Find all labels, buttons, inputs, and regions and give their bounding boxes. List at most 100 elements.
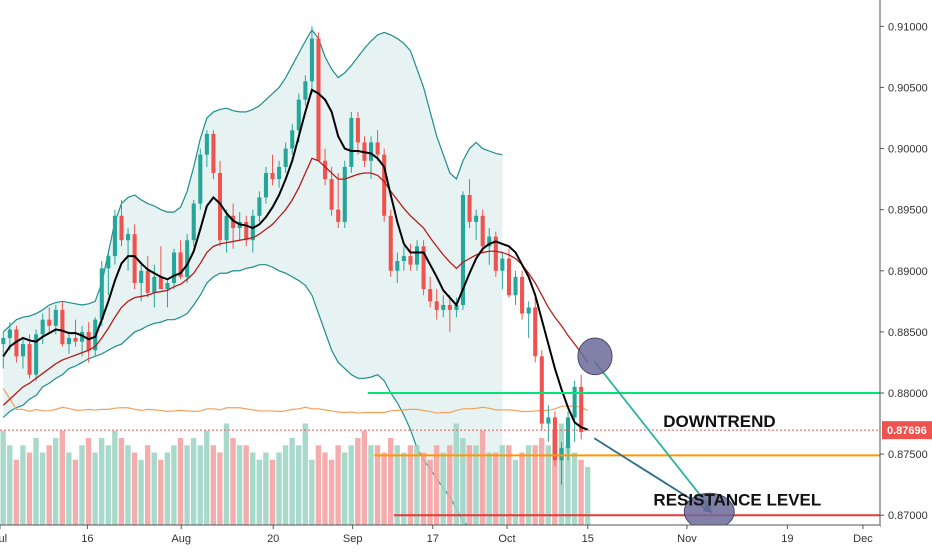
candle-body <box>283 148 288 167</box>
candle-body <box>73 338 78 342</box>
candle-body <box>106 256 111 269</box>
candle-body <box>526 307 531 314</box>
candle-body <box>20 344 26 357</box>
candle-body <box>414 246 420 265</box>
candle-body <box>257 197 262 216</box>
volume-bar <box>158 459 164 525</box>
candle-body <box>480 215 485 247</box>
volume-bar <box>59 430 65 525</box>
volume-bar <box>230 438 236 525</box>
candle-body <box>53 309 58 326</box>
sma-line <box>2 88 589 431</box>
candle-body <box>290 130 295 149</box>
volume-bar <box>433 445 440 525</box>
volume-bar <box>499 445 505 525</box>
candle-body <box>513 276 518 296</box>
candle-body <box>211 133 216 173</box>
candle-body <box>34 334 39 375</box>
volume-bar <box>210 445 217 525</box>
volume-bar <box>578 459 584 525</box>
volume-bar <box>427 459 433 525</box>
time-tick-label: 19 <box>781 533 793 545</box>
candle-body <box>112 215 117 257</box>
volume-bar <box>302 423 308 525</box>
candle-body <box>329 179 334 210</box>
volume-bar <box>407 445 414 525</box>
volume-bar <box>282 445 289 525</box>
price-tick-label: 0.90500 <box>888 82 928 94</box>
price-tick-label: 0.87500 <box>888 449 928 461</box>
candle-body <box>27 344 32 375</box>
volume-bar <box>269 459 276 525</box>
volume-bar <box>79 445 85 525</box>
candle-body <box>119 215 124 241</box>
time-tick-label: Aug <box>171 533 191 545</box>
current-price-tag <box>882 421 932 440</box>
candle-body <box>139 270 144 283</box>
candle-body <box>388 215 393 271</box>
volume-bar <box>493 452 499 525</box>
candle-body <box>539 356 544 424</box>
candle-body <box>336 209 341 222</box>
volume-bar <box>7 445 13 525</box>
candle-body <box>428 289 433 302</box>
volume-bar <box>328 459 335 525</box>
volume-bar <box>414 445 420 525</box>
volume-bar <box>171 445 177 525</box>
volume-bar <box>92 452 98 525</box>
candle-body <box>40 319 45 335</box>
volume-bar <box>236 445 243 525</box>
bollinger-upper-line <box>2 28 503 333</box>
volume-bar <box>138 459 144 525</box>
volume-bar <box>532 445 538 525</box>
volume-bar <box>177 438 184 525</box>
volume-bar <box>223 423 230 525</box>
candle-body <box>342 166 347 222</box>
candle-body <box>198 154 203 204</box>
volume-bar <box>105 445 111 525</box>
candle-body <box>66 338 71 345</box>
price-tick-label: 0.90000 <box>888 144 928 156</box>
volume-bar <box>473 445 479 525</box>
candle-body <box>132 234 137 283</box>
volume-bar <box>118 438 125 525</box>
volume-bar <box>276 452 282 525</box>
candle-body <box>395 261 400 271</box>
volume-bar <box>315 445 322 525</box>
volume-bar <box>184 445 190 525</box>
volume-bar <box>250 452 256 525</box>
time-tick-label: Jul <box>0 533 7 545</box>
volume-bar <box>486 452 492 525</box>
candle-body <box>277 166 282 180</box>
volume-bar <box>335 445 341 525</box>
volume-bar <box>131 452 138 525</box>
candle-body <box>369 142 374 161</box>
volume-bar <box>552 430 558 525</box>
volume-bar <box>447 445 453 525</box>
time-axis: Jul 16 Aug 20 Sep 17 Oct 15 Nov 19 Dec <box>0 524 880 550</box>
volume-bar <box>39 452 46 525</box>
time-tick-label: 15 <box>582 533 594 545</box>
volume-bar <box>144 445 151 525</box>
candle-body <box>559 448 564 461</box>
price-tick-label: 0.87000 <box>888 510 928 522</box>
volume-ma-line <box>2 388 589 414</box>
time-tick-label: Dec <box>853 533 873 545</box>
candle-body <box>467 195 472 222</box>
volume-bar <box>519 452 525 525</box>
volume-bar <box>164 452 171 525</box>
volume-bar <box>26 452 33 525</box>
volume-bar <box>85 438 92 525</box>
candle-body <box>447 305 452 310</box>
annotation-label: RESISTANCE LEVEL <box>653 490 821 509</box>
moving-averages <box>2 88 589 431</box>
price-tick-label: 0.88500 <box>888 327 928 339</box>
candle-body <box>47 319 52 326</box>
candle-body <box>349 118 354 167</box>
time-tick-label: Nov <box>677 533 697 545</box>
candle-body <box>270 173 275 180</box>
volume-bar <box>53 438 59 525</box>
volume-bar <box>190 438 197 525</box>
highlight-ellipse <box>577 337 613 376</box>
